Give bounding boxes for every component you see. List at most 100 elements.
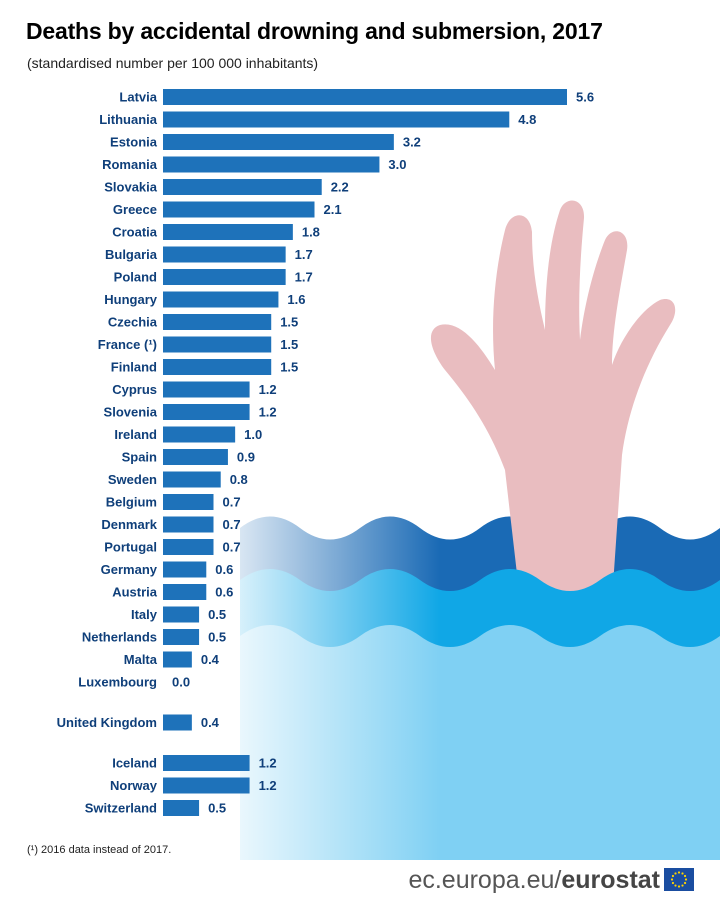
bar-lithuania bbox=[163, 111, 510, 128]
bar-greece bbox=[163, 201, 315, 218]
bar-czechia bbox=[163, 314, 272, 330]
chart-title: Deaths by accidental drowning and submer… bbox=[26, 18, 603, 44]
category-label-malta: Malta bbox=[124, 652, 158, 667]
value-label-netherlands: 0.5 bbox=[208, 630, 226, 645]
category-label-latvia: Latvia bbox=[119, 90, 157, 105]
bar-united-kingdom bbox=[163, 714, 192, 731]
bar-norway bbox=[163, 777, 250, 794]
value-label-iceland: 1.2 bbox=[259, 756, 277, 771]
bar-poland bbox=[163, 269, 286, 285]
value-label-estonia: 3.2 bbox=[403, 135, 421, 150]
value-label-sweden: 0.8 bbox=[230, 472, 248, 487]
hand-shape bbox=[430, 200, 676, 600]
bars-group: Latvia 5.6 Lithuania 4.8 Estonia 3.2 Romania 3.… bbox=[57, 89, 594, 816]
category-label-iceland: Iceland bbox=[112, 756, 157, 771]
value-label-poland: 1.7 bbox=[295, 270, 313, 285]
bar-finland bbox=[163, 359, 272, 375]
value-label-ireland: 1.0 bbox=[244, 427, 262, 442]
value-label-malta: 0.4 bbox=[201, 652, 220, 667]
category-label-poland: Poland bbox=[114, 270, 157, 285]
category-label-finland: Finland bbox=[111, 360, 157, 375]
bar-austria bbox=[163, 584, 207, 600]
bar-denmark bbox=[163, 516, 214, 533]
value-label-austria: 0.6 bbox=[215, 585, 233, 600]
category-label-greece: Greece bbox=[113, 202, 157, 217]
bar-germany bbox=[163, 561, 207, 578]
value-label-romania: 3.0 bbox=[388, 157, 406, 172]
value-label-denmark: 0.7 bbox=[223, 517, 241, 532]
value-label-latvia: 5.6 bbox=[576, 90, 594, 105]
value-label-france: 1.5 bbox=[280, 337, 298, 352]
category-label-czechia: Czechia bbox=[108, 315, 158, 330]
bar-ireland bbox=[163, 426, 236, 443]
bar-portugal bbox=[163, 539, 214, 555]
bar-france bbox=[163, 336, 272, 353]
bar-italy bbox=[163, 606, 200, 623]
category-label-estonia: Estonia bbox=[110, 135, 158, 150]
category-label-romania: Romania bbox=[102, 157, 158, 172]
category-label-united-kingdom: United Kingdom bbox=[57, 715, 157, 730]
bar-latvia bbox=[163, 89, 567, 105]
category-label-italy: Italy bbox=[131, 607, 158, 622]
water-fade bbox=[200, 500, 440, 860]
category-label-croatia: Croatia bbox=[112, 225, 158, 240]
bar-sweden bbox=[163, 471, 221, 488]
bar-spain bbox=[163, 449, 228, 465]
category-label-norway: Norway bbox=[110, 778, 158, 793]
category-label-belgium: Belgium bbox=[106, 495, 157, 510]
bar-bulgaria bbox=[163, 246, 286, 263]
category-label-bulgaria: Bulgaria bbox=[105, 247, 158, 262]
category-label-ireland: Ireland bbox=[114, 427, 157, 442]
bar-slovenia bbox=[163, 404, 250, 420]
bar-hungary bbox=[163, 291, 279, 308]
value-label-united-kingdom: 0.4 bbox=[201, 715, 220, 730]
value-label-belgium: 0.7 bbox=[223, 495, 241, 510]
source-url: ec.europa.eu/ bbox=[408, 866, 562, 894]
bar-iceland bbox=[163, 755, 250, 771]
category-label-luxembourg: Luxembourg bbox=[78, 675, 157, 690]
bar-belgium bbox=[163, 494, 214, 510]
category-label-france: France (¹) bbox=[98, 337, 157, 352]
category-label-denmark: Denmark bbox=[101, 517, 157, 532]
bar-estonia bbox=[163, 134, 394, 150]
value-label-greece: 2.1 bbox=[324, 202, 342, 217]
bar-romania bbox=[163, 156, 380, 173]
category-label-austria: Austria bbox=[112, 585, 158, 600]
value-label-croatia: 1.8 bbox=[302, 225, 320, 240]
bar-croatia bbox=[163, 224, 293, 240]
bar-cyprus bbox=[163, 381, 250, 398]
value-label-luxembourg: 0.0 bbox=[172, 675, 190, 690]
category-label-slovenia: Slovenia bbox=[104, 405, 158, 420]
value-label-germany: 0.6 bbox=[215, 562, 233, 577]
category-label-switzerland: Switzerland bbox=[85, 801, 157, 816]
eu-flag-icon bbox=[664, 868, 694, 891]
category-label-cyprus: Cyprus bbox=[112, 382, 157, 397]
source-credit[interactable]: ec.europa.eu/eurostat bbox=[408, 866, 660, 895]
drowning-hand-illustration bbox=[200, 200, 720, 860]
value-label-switzerland: 0.5 bbox=[208, 801, 226, 816]
value-label-slovakia: 2.2 bbox=[331, 180, 349, 195]
category-label-germany: Germany bbox=[101, 562, 158, 577]
bar-switzerland bbox=[163, 800, 200, 816]
footnote: (¹) 2016 data instead of 2017. bbox=[27, 844, 172, 856]
value-label-lithuania: 4.8 bbox=[518, 112, 536, 127]
value-label-hungary: 1.6 bbox=[287, 292, 305, 307]
value-label-finland: 1.5 bbox=[280, 360, 298, 375]
value-label-bulgaria: 1.7 bbox=[295, 247, 313, 262]
eurostat-brand: eurostat bbox=[561, 866, 660, 894]
value-label-spain: 0.9 bbox=[237, 450, 255, 465]
category-label-slovakia: Slovakia bbox=[104, 180, 158, 195]
value-label-slovenia: 1.2 bbox=[259, 405, 277, 420]
category-label-sweden: Sweden bbox=[108, 472, 157, 487]
bar-chart: Latvia 5.6 Lithuania 4.8 Estonia 3.2 Romania 3.… bbox=[57, 89, 720, 860]
category-label-netherlands: Netherlands bbox=[82, 630, 157, 645]
value-label-czechia: 1.5 bbox=[280, 315, 298, 330]
chart-subtitle: (standardised number per 100 000 inhabit… bbox=[27, 55, 319, 71]
category-label-lithuania: Lithuania bbox=[99, 112, 158, 127]
bar-slovakia bbox=[163, 179, 322, 195]
category-label-hungary: Hungary bbox=[104, 292, 158, 307]
value-label-italy: 0.5 bbox=[208, 607, 226, 622]
value-label-cyprus: 1.2 bbox=[259, 382, 277, 397]
category-label-spain: Spain bbox=[122, 450, 157, 465]
bar-malta bbox=[163, 651, 192, 668]
